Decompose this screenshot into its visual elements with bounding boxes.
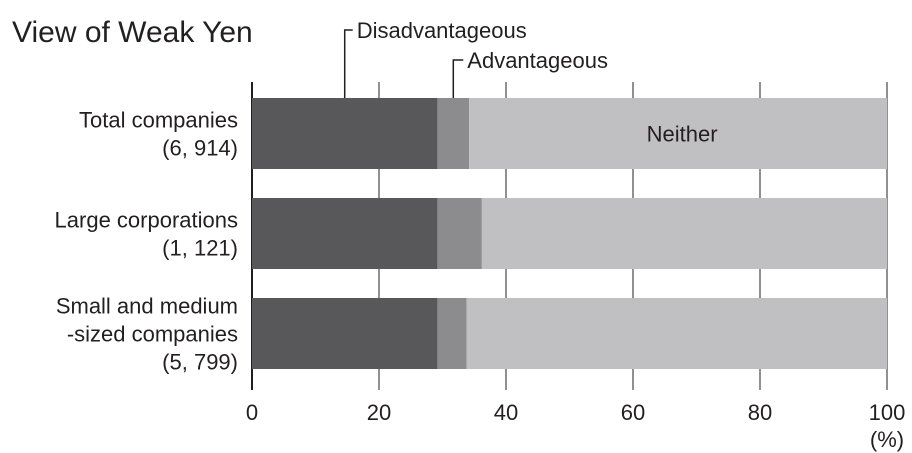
- bar-neither-2: [466, 298, 887, 369]
- category-label-2-line-1: -sized companies: [67, 322, 238, 347]
- bar-advantageous-2: [437, 298, 467, 369]
- leader-disadvantageous: [343, 29, 353, 98]
- legend-label-disadvantageous: Disadvantageous: [357, 18, 527, 43]
- x-axis: 0 20 40 60 80 100(%): [246, 400, 905, 452]
- category-label-2-line-2: (5, 799): [162, 350, 238, 375]
- bar-disadvantageous-1: [252, 198, 438, 269]
- bar-neither-1: [481, 198, 887, 269]
- x-tick-label-100: 100: [869, 400, 906, 425]
- category-label-2-line-0: Small and medium: [56, 294, 238, 319]
- bar-advantageous-0: [437, 98, 470, 169]
- category-label-1-line-0: Large corporations: [55, 208, 238, 233]
- category-label-0-line-1: (6, 914): [162, 136, 238, 161]
- x-tick-label-60: 60: [621, 400, 645, 425]
- legend-label-advantageous: Advantageous: [467, 48, 608, 73]
- x-tick-label-20: 20: [367, 400, 391, 425]
- category-label-1-line-1: (1, 121): [162, 236, 238, 261]
- bar-area: Neither: [252, 98, 887, 369]
- bar-disadvantageous-2: [252, 298, 438, 369]
- legend-callouts: Disadvantageous Advantageous: [343, 18, 608, 98]
- category-labels: Total companies (6, 914) Large corporation…: [55, 108, 238, 375]
- x-tick-label-0: 0: [246, 400, 258, 425]
- chart-title: View of Weak Yen: [12, 16, 253, 49]
- x-tick-label-40: 40: [494, 400, 518, 425]
- series-label-neither: Neither: [647, 122, 718, 147]
- x-tick-label-80: 80: [748, 400, 772, 425]
- category-label-0-line-0: Total companies: [79, 108, 238, 133]
- x-axis-unit: (%): [870, 427, 904, 452]
- bar-advantageous-1: [437, 198, 482, 269]
- bar-neither-0: [469, 98, 887, 169]
- leader-advantageous: [452, 59, 464, 98]
- bar-disadvantageous-0: [252, 98, 438, 169]
